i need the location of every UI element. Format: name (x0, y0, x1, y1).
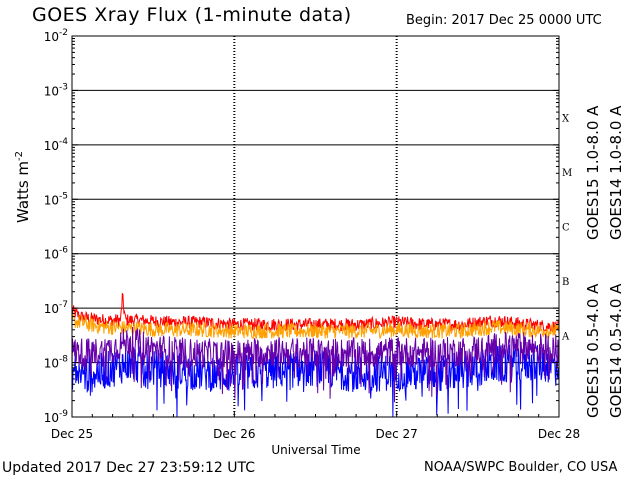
legend-goes15-short: GOES15 0.5-4.0 A (584, 283, 602, 418)
y-ticks: 10-2 10-3 10-4 10-5 10-6 10-7 10-8 10-9 (44, 28, 559, 425)
flare-class-C: C (562, 223, 570, 234)
y-tick-label: 10-6 (44, 246, 69, 262)
series-line-1 (71, 313, 560, 340)
credit-label: NOAA/SWPC Boulder, CO USA (424, 460, 618, 475)
x-tick-label: Dec 27 (376, 427, 418, 441)
flare-class-X: X (562, 114, 570, 125)
flare-class-labels: X M C B A (561, 114, 572, 343)
x-tick-label: Dec 25 (51, 427, 93, 441)
begin-time-label: Begin: 2017 Dec 25 0000 UTC (406, 13, 602, 28)
y-tick-label: 10-3 (44, 82, 68, 98)
x-tick-label: Dec 26 (213, 427, 255, 441)
series-line-3 (71, 326, 560, 403)
legend-goes15-long: GOES15 1.0-8.0 A (584, 105, 602, 240)
x-axis-label: Universal Time (271, 443, 360, 457)
flare-class-A: A (561, 331, 570, 342)
legend-goes14-short: GOES14 0.5-4.0 A (607, 283, 625, 418)
y-tick-label: 10-8 (44, 355, 69, 371)
y-tick-label: 10-4 (44, 137, 69, 153)
x-ticks: Dec 25 Dec 26 Dec 27 Dec 28 (51, 411, 580, 441)
gridlines (72, 36, 559, 417)
flare-class-M: M (562, 168, 572, 179)
y-tick-label: 10-5 (44, 191, 68, 207)
legend-goes14-long: GOES14 1.0-8.0 A (607, 105, 625, 240)
y-tick-label: 10-9 (44, 409, 69, 425)
y-tick-label: 10-7 (44, 300, 68, 316)
flare-class-B: B (562, 277, 569, 288)
updated-timestamp: Updated 2017 Dec 27 23:59:12 UTC (2, 460, 256, 476)
chart-title: GOES Xray Flux (1-minute data) (32, 4, 352, 26)
y-tick-label: 10-2 (44, 28, 68, 44)
series-layer (71, 292, 560, 418)
x-tick-label: Dec 28 (538, 427, 580, 441)
